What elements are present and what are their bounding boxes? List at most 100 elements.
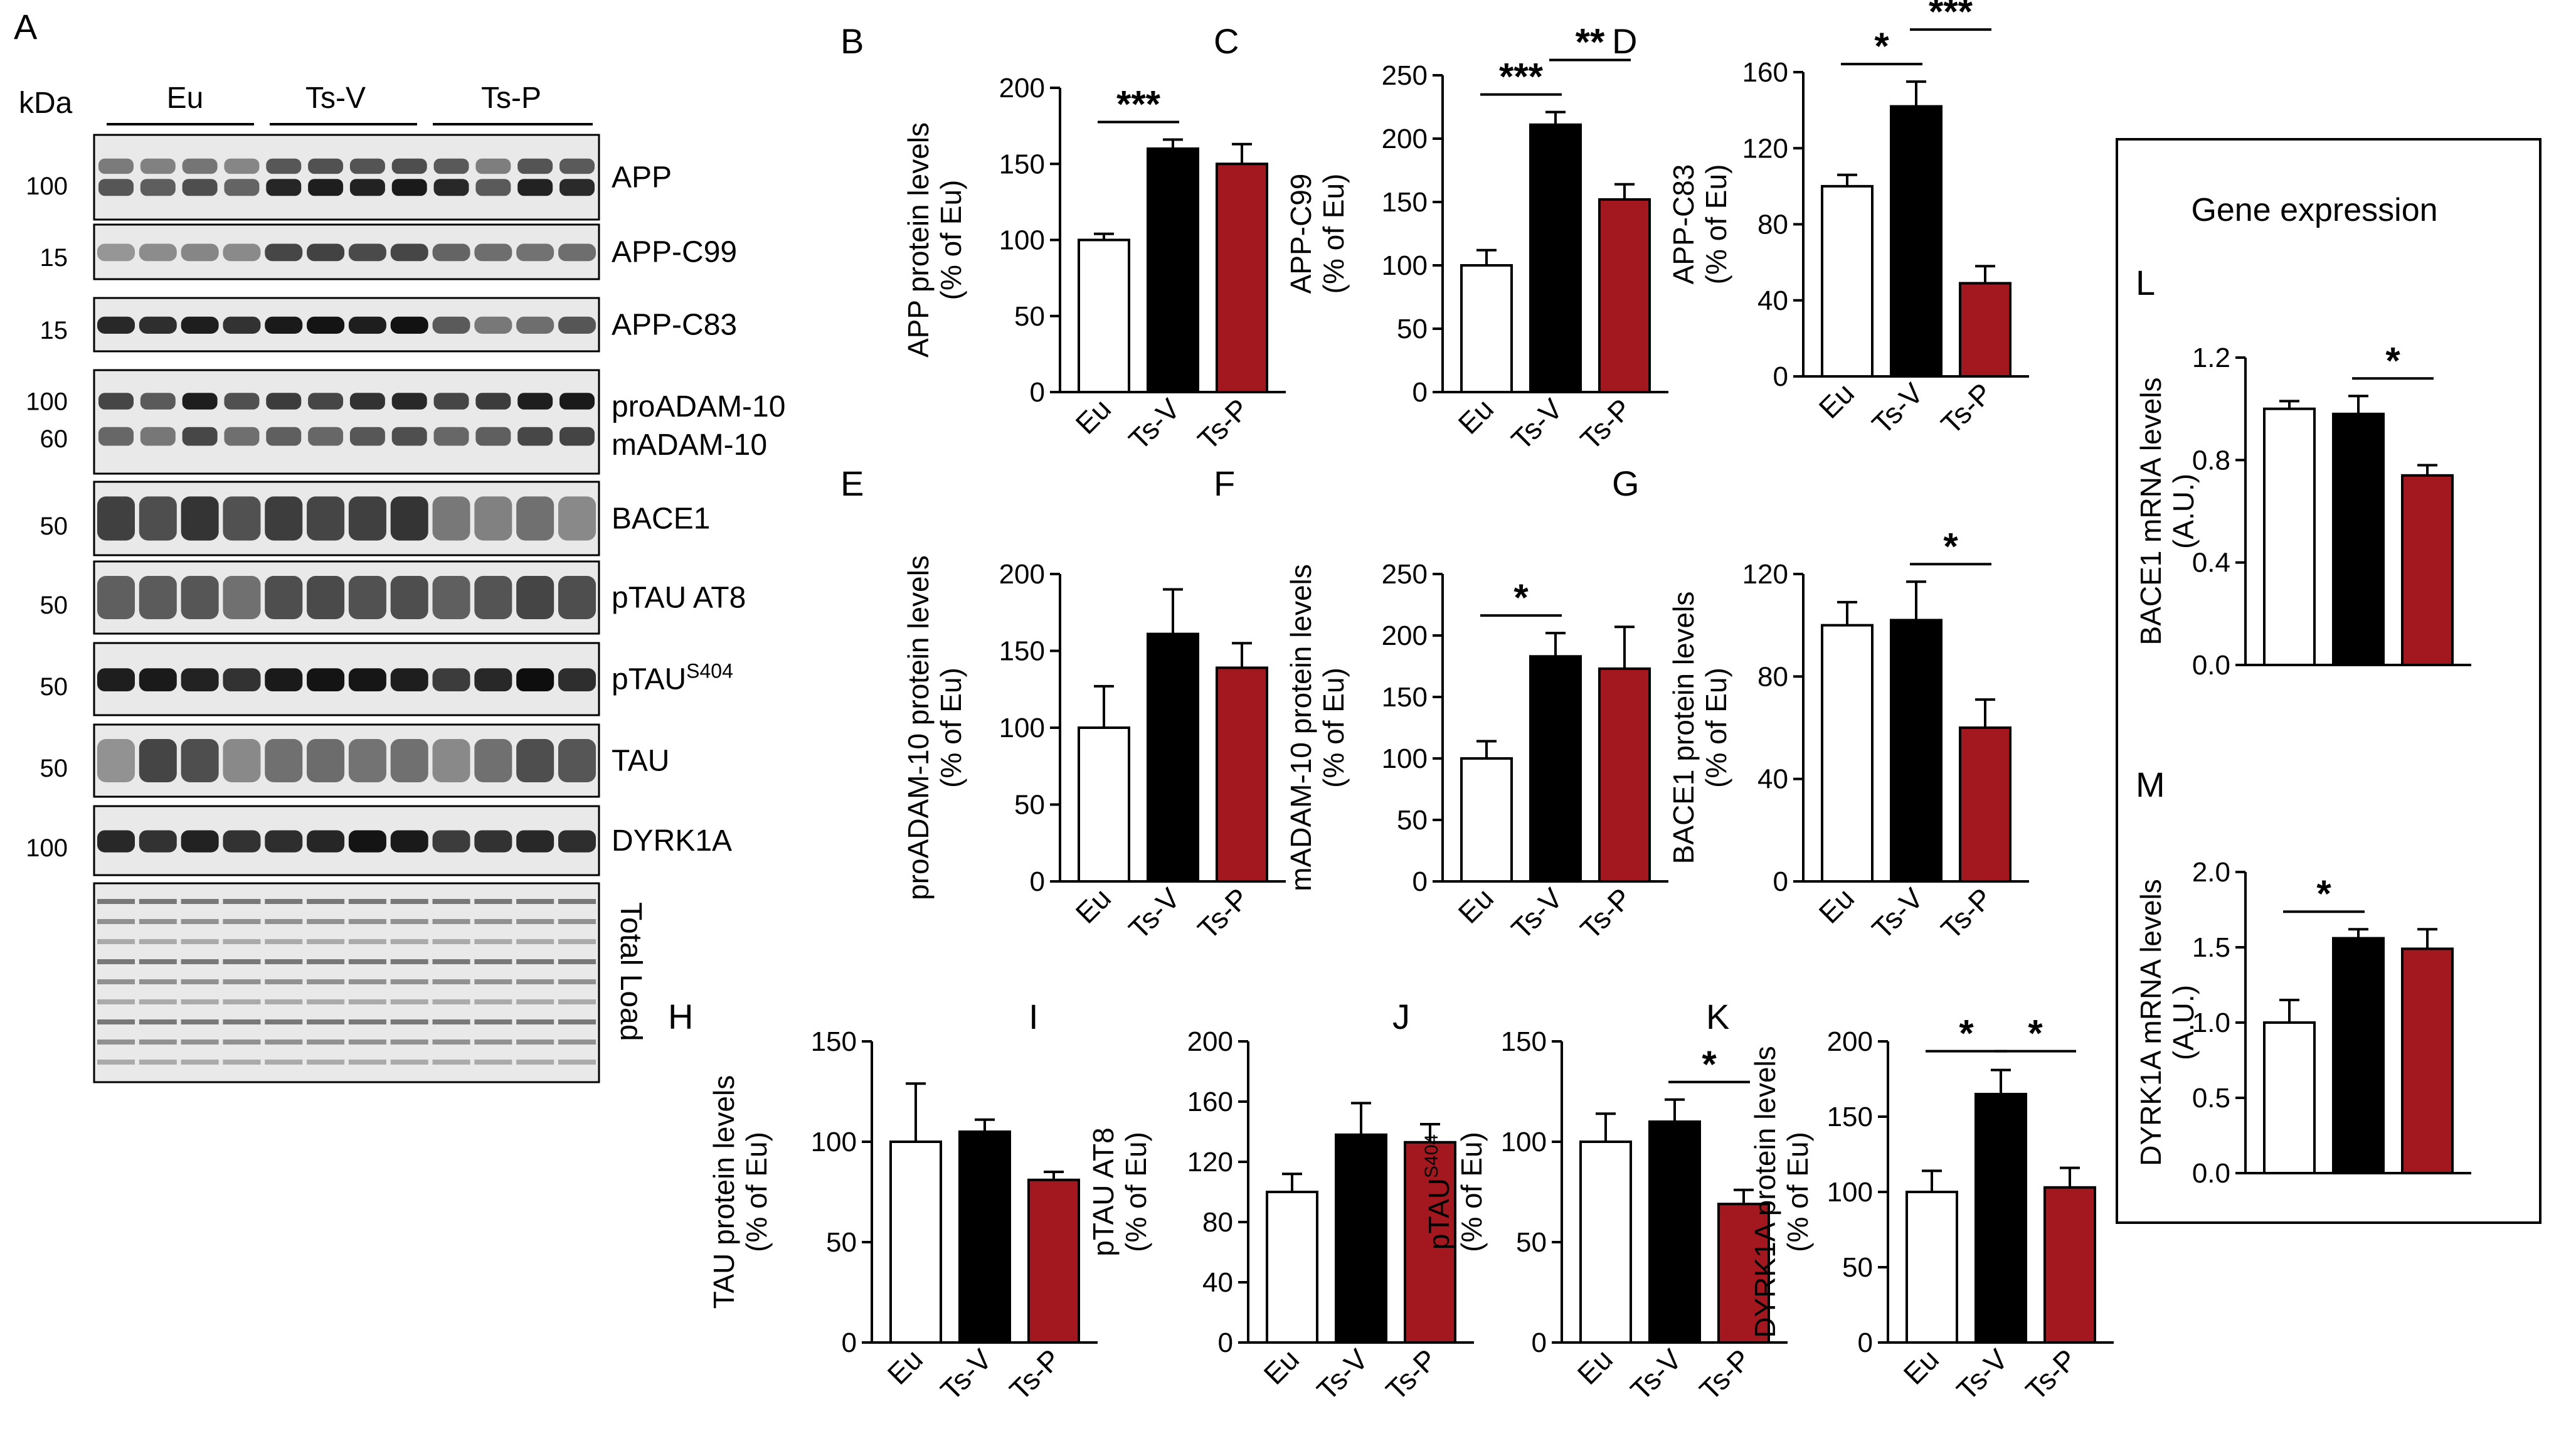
blot-label-2: mADAM-10 bbox=[612, 428, 767, 462]
y-tick-label: 80 bbox=[1202, 1207, 1233, 1238]
y-tick-label: 160 bbox=[1187, 1087, 1233, 1117]
y-axis-label-line2: (% of Eu) bbox=[935, 667, 967, 788]
panel-label-A: A bbox=[14, 7, 38, 46]
blot-band bbox=[558, 1019, 596, 1024]
blot-label: BACE1 bbox=[612, 502, 710, 536]
y-axis-label: DYRK1A mRNA levels(A.U.) bbox=[2134, 879, 2200, 1166]
significance-stars: * bbox=[1513, 577, 1529, 619]
blot-band bbox=[307, 939, 345, 944]
bar bbox=[2332, 412, 2385, 666]
blot-band bbox=[558, 830, 596, 853]
blot-frame bbox=[93, 134, 600, 221]
blot-band bbox=[516, 979, 554, 984]
y-tick-label: 0 bbox=[1532, 1327, 1547, 1358]
y-tick-label: 120 bbox=[1187, 1147, 1233, 1178]
blot-band bbox=[390, 243, 428, 262]
blot-band bbox=[432, 1040, 470, 1045]
blot-band bbox=[97, 1019, 135, 1024]
blot-band bbox=[97, 243, 135, 262]
blot-band bbox=[139, 899, 177, 904]
panel-label-e: E bbox=[840, 464, 864, 503]
blot-band bbox=[516, 576, 554, 619]
blot-band bbox=[265, 576, 303, 619]
chart-K: K 0 50 100 150 200 DYRK1A protein levels(% of … bbox=[1706, 997, 2114, 1406]
x-tick-label: Ts-P bbox=[1934, 376, 1998, 440]
blot-adam-10: 100 60 proADAM-10 mADAM-10 bbox=[26, 369, 785, 475]
y-tick-label: 50 bbox=[1397, 314, 1428, 344]
blot-band bbox=[349, 179, 385, 196]
blot-band bbox=[97, 830, 135, 853]
blot-band bbox=[98, 158, 134, 174]
blot-band bbox=[140, 393, 176, 410]
chart-B: B 0 50 100 150 200 APP protein levels(% of Eu)… bbox=[840, 21, 1286, 456]
blot-band bbox=[558, 899, 596, 904]
y-tick-label: 250 bbox=[1382, 60, 1428, 91]
blot-band bbox=[223, 576, 261, 619]
blot-frame bbox=[93, 481, 600, 556]
blot-band bbox=[181, 316, 219, 334]
blot-band bbox=[348, 668, 386, 692]
blot-band bbox=[474, 919, 512, 924]
blot-dyrk1a: 100 DYRK1A bbox=[26, 805, 732, 876]
blot-band bbox=[139, 830, 177, 853]
bar bbox=[2263, 1021, 2316, 1174]
blot-band bbox=[390, 316, 428, 334]
y-tick-label: 150 bbox=[999, 149, 1045, 179]
y-tick-label: 40 bbox=[1202, 1267, 1233, 1298]
blot-band bbox=[390, 668, 428, 692]
bar bbox=[1598, 667, 1651, 883]
blot-band bbox=[307, 1060, 345, 1065]
blot-band bbox=[223, 899, 261, 904]
bar bbox=[1460, 757, 1513, 883]
blot-label-main: pTAU bbox=[612, 663, 686, 696]
x-tick-label: Eu bbox=[1571, 1343, 1619, 1391]
blot-band bbox=[348, 919, 386, 924]
x-tick-label: Ts-P bbox=[1693, 1343, 1757, 1406]
y-tick-label: 40 bbox=[1757, 764, 1788, 795]
blot-band bbox=[181, 830, 219, 853]
blot-band bbox=[181, 739, 219, 782]
blot-label-main: pTAU AT8 bbox=[612, 582, 746, 615]
y-tick-label: 150 bbox=[1501, 1026, 1547, 1057]
blot-frame bbox=[93, 642, 600, 716]
blot-band bbox=[181, 1040, 219, 1045]
blot-label-sup: S404 bbox=[686, 660, 733, 683]
blot-band bbox=[97, 939, 135, 944]
y-axis-label-line1: pTAU bbox=[1423, 1178, 1455, 1250]
blot-band bbox=[139, 959, 177, 964]
blot-band bbox=[391, 427, 427, 446]
y-axis-label-line1: mADAM-10 protein levels bbox=[1285, 564, 1317, 891]
blot-band bbox=[223, 739, 261, 782]
blot-tau: 50 TAU bbox=[40, 723, 669, 798]
blot-band bbox=[348, 899, 386, 904]
blot-band bbox=[475, 158, 511, 174]
blot-band bbox=[139, 939, 177, 944]
blot-app-c99: 15 APP-C99 bbox=[40, 223, 737, 280]
y-tick-label: 120 bbox=[1742, 133, 1788, 164]
mw-marker: 100 bbox=[26, 834, 68, 862]
blot-band bbox=[97, 1060, 135, 1065]
blot-band bbox=[265, 919, 303, 924]
y-tick-label: 50 bbox=[1397, 805, 1428, 836]
bar bbox=[1959, 282, 2012, 378]
blot-band bbox=[140, 158, 176, 174]
x-tick-label: Ts-V bbox=[1122, 392, 1186, 456]
chart-G: G 0 40 80 120 BACE1 protein levels(% of Eu) Eu… bbox=[1612, 464, 2029, 945]
blot-band bbox=[558, 999, 596, 1004]
bar bbox=[1890, 619, 1943, 883]
blot-band bbox=[516, 899, 554, 904]
blot-band bbox=[224, 427, 260, 446]
blot-band bbox=[475, 427, 511, 446]
y-tick-label: 2.0 bbox=[2192, 857, 2230, 888]
blot-band bbox=[139, 1019, 177, 1024]
blot-app: 100 APP bbox=[26, 134, 672, 221]
blot-band bbox=[307, 959, 345, 964]
y-tick-label: 0 bbox=[1413, 377, 1428, 408]
blot-band bbox=[558, 1060, 596, 1065]
blot-band bbox=[558, 979, 596, 984]
blot-band bbox=[348, 496, 386, 541]
blot-band bbox=[97, 576, 135, 619]
blot-band bbox=[307, 830, 345, 853]
blot-label: Total Load bbox=[614, 902, 647, 1041]
